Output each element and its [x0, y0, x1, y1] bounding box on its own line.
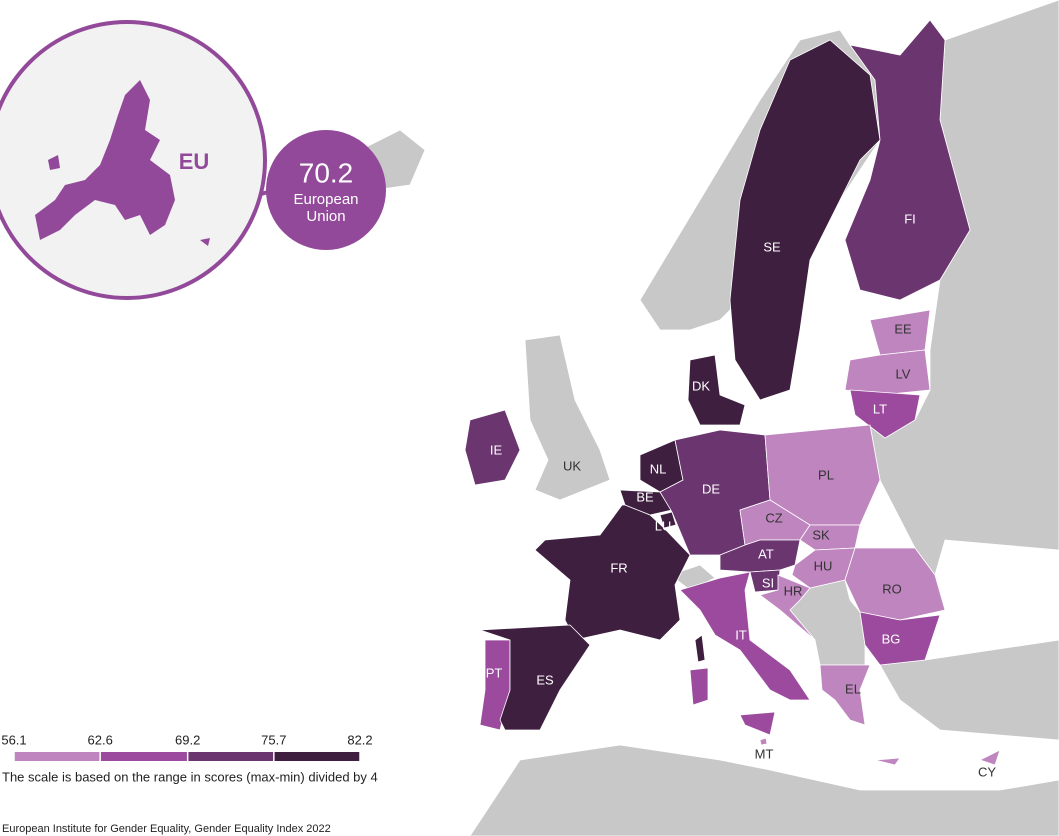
country-label: LT — [873, 401, 887, 416]
country-labels: SE FI EE LV LT DK IE UK NL BE LU DE PL C… — [486, 211, 997, 779]
country-label: UK — [563, 458, 581, 473]
country-label: HU — [814, 558, 833, 573]
country-label: ES — [536, 672, 554, 687]
country-label: LU — [655, 518, 672, 533]
country-label: RO — [882, 581, 902, 596]
country-shape — [679, 571, 811, 736]
countries — [464, 19, 1001, 766]
legend-swatch — [273, 752, 360, 761]
country-shape — [759, 574, 816, 641]
legend-tick-label: 69.2 — [175, 732, 200, 747]
country-shape — [859, 611, 941, 666]
eu-name: European — [293, 191, 358, 208]
country-shape — [524, 334, 611, 501]
country-shape — [464, 409, 521, 486]
legend-swatch — [100, 752, 188, 761]
country-label: IT — [735, 627, 747, 642]
country-label: PL — [818, 467, 834, 482]
country-shape — [978, 749, 1001, 766]
eu-score: 70.2 — [299, 157, 354, 188]
country-label: NL — [650, 461, 667, 476]
country-label: EL — [845, 681, 861, 696]
country-label: FI — [904, 211, 916, 226]
country-label: SK — [812, 527, 830, 542]
legend-tick-label: 75.7 — [261, 732, 286, 747]
country-shape — [619, 489, 673, 516]
country-label: BG — [882, 631, 901, 646]
eu-inset: EU 70.2 European Union — [0, 20, 386, 300]
country-label: CZ — [765, 510, 782, 525]
inset-label: EU — [179, 149, 210, 174]
legend-tick-label: 82.2 — [347, 732, 372, 747]
country-label: PT — [486, 665, 503, 680]
country-label: SI — [762, 575, 774, 590]
country-label: DK — [692, 378, 710, 393]
country-shape — [819, 664, 901, 766]
legend-tick-label: 62.6 — [88, 732, 113, 747]
country-shape — [479, 624, 591, 731]
country-shape — [729, 39, 881, 401]
country-label: BE — [636, 489, 654, 504]
country-label: HR — [784, 583, 803, 598]
legend: 56.1 62.6 69.2 75.7 82.2 — [1, 732, 373, 763]
country-label: SE — [763, 239, 781, 254]
country-label: MT — [755, 746, 774, 761]
country-label: CY — [978, 764, 996, 779]
country-label: AT — [758, 546, 774, 561]
country-label: FR — [610, 560, 627, 575]
legend-swatch — [187, 752, 274, 761]
country-shape — [799, 524, 861, 551]
eu-name: Union — [306, 208, 345, 225]
legend-tick-label: 56.1 — [1, 732, 26, 747]
country-label: EE — [894, 321, 912, 336]
country-shape — [687, 354, 746, 426]
country-shape — [849, 389, 921, 439]
country-label: LV — [896, 366, 911, 381]
country-shape — [534, 504, 706, 663]
score-badge — [266, 130, 386, 250]
country-label: DE — [702, 481, 720, 496]
country-label: IE — [490, 442, 503, 457]
country-shape — [844, 19, 971, 301]
country-shape — [844, 547, 946, 621]
country-shape — [659, 511, 677, 529]
source: European Institute for Gender Equality, … — [2, 823, 331, 835]
country-shape — [759, 737, 768, 746]
legend-swatch — [14, 752, 101, 761]
legend-note: The scale is based on the range in score… — [2, 769, 378, 784]
country-shape — [844, 349, 931, 396]
